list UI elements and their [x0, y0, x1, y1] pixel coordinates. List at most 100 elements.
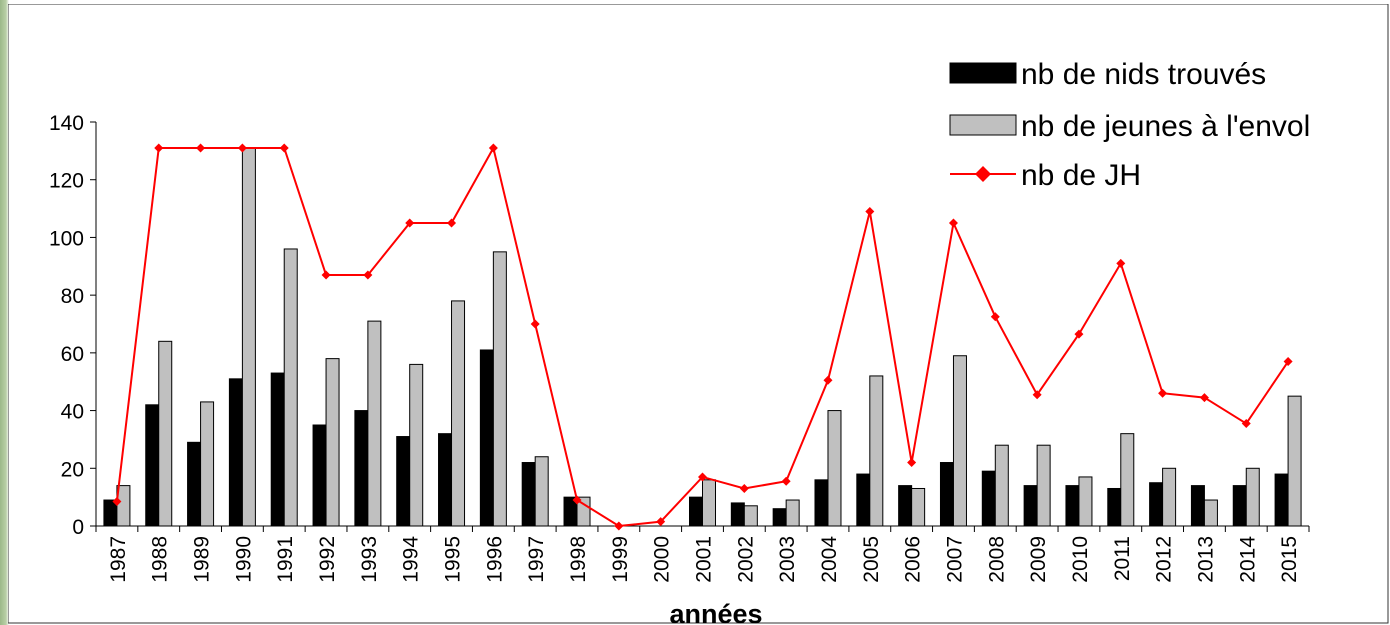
bar-nids-1988 — [145, 404, 160, 527]
bar-jeunes-2013 — [1203, 499, 1218, 527]
legend-marker-jh — [975, 166, 991, 182]
y-tick-label-60: 60 — [61, 343, 84, 366]
point-jh-2007 — [948, 218, 958, 228]
bar-jeunes-1993 — [367, 320, 382, 527]
point-jh-2005 — [865, 206, 875, 216]
bar-nids-1990 — [228, 378, 243, 527]
bar-nids-2015 — [1274, 473, 1289, 527]
x-tick-label-2004: 2004 — [818, 536, 841, 583]
x-tick-label-1988: 1988 — [149, 536, 172, 583]
bar-jeunes-1988 — [158, 340, 173, 527]
x-tick-label-1987: 1987 — [107, 536, 130, 583]
y-tick-label-80: 80 — [61, 285, 84, 308]
point-jh-2004 — [823, 375, 833, 385]
bar-jeunes-2001 — [702, 479, 716, 527]
point-jh-2009 — [1032, 390, 1042, 400]
x-tick-label-2000: 2000 — [651, 536, 674, 583]
bar-jeunes-2012 — [1162, 467, 1177, 527]
bar-nids-2013 — [1190, 485, 1205, 527]
bar-jeunes-1994 — [409, 363, 424, 527]
point-jh-1990 — [237, 143, 247, 153]
x-tick-label-1991: 1991 — [274, 536, 297, 583]
point-jh-1994 — [405, 218, 415, 228]
bar-jeunes-2004 — [827, 410, 842, 527]
point-jh-1987 — [112, 496, 122, 506]
legend: nb de nids trouvés nb de jeunes à l'envo… — [949, 58, 1310, 192]
bar-nids-2014 — [1232, 485, 1247, 527]
bar-nids-2005 — [856, 473, 871, 527]
bar-nids-1991 — [270, 372, 285, 527]
bar-nids-2010 — [1065, 485, 1080, 527]
bar-nids-2007 — [939, 462, 954, 527]
point-jh-2001 — [698, 472, 707, 482]
labels-layer: 0 20 40 60 80 100 120 140 1987 1988 1989 1990 1991 19… — [49, 112, 1301, 583]
bar-jeunes-2008 — [994, 444, 1009, 527]
bar-jeunes-1997 — [534, 456, 549, 527]
legend-label-jeunes: nb de jeunes à l'envol — [1021, 110, 1310, 143]
point-jh-1992 — [321, 270, 331, 280]
legend-swatch-jeunes — [949, 114, 1017, 136]
y-tick-label-0: 0 — [72, 516, 84, 539]
bar-nids-1995 — [438, 433, 453, 527]
bar-jeunes-1992 — [325, 358, 340, 527]
bar-jeunes-2014 — [1245, 467, 1260, 527]
point-jh-1997 — [530, 319, 540, 329]
x-tick-label-2008: 2008 — [985, 536, 1008, 583]
x-tick-label-2007: 2007 — [943, 536, 966, 583]
x-tick-label-1996: 1996 — [483, 536, 506, 583]
x-tick-label-2010: 2010 — [1069, 536, 1092, 583]
point-jh-2015 — [1283, 357, 1293, 367]
point-jh-1999 — [614, 521, 624, 531]
point-jh-2013 — [1199, 393, 1209, 403]
point-jh-1996 — [488, 143, 498, 153]
x-tick-label-2015: 2015 — [1278, 536, 1301, 583]
x-tick-label-2001: 2001 — [693, 536, 716, 583]
x-tick-label-1993: 1993 — [358, 536, 381, 583]
bar-nids-2003 — [772, 508, 787, 527]
x-tick-label-2003: 2003 — [776, 536, 799, 583]
bar-jeunes-2009 — [1036, 444, 1051, 527]
point-jh-2010 — [1074, 329, 1084, 339]
bar-jeunes-2002 — [743, 505, 758, 527]
legend-label-nids: nb de nids trouvés — [1021, 58, 1266, 91]
bar-jeunes-1996 — [492, 251, 507, 527]
y-tick-label-20: 20 — [61, 458, 84, 481]
point-jh-1991 — [279, 143, 289, 153]
point-jh-2003 — [781, 476, 791, 486]
bar-jeunes-2010 — [1078, 476, 1093, 527]
point-jh-1993 — [363, 270, 373, 280]
bar-jeunes-2007 — [952, 355, 967, 527]
bar-nids-2009 — [1023, 485, 1038, 527]
x-tick-label-1995: 1995 — [442, 536, 465, 583]
chart-svg: 0 20 40 60 80 100 120 140 1987 1988 1989 1990 1991 19… — [8, 4, 1389, 625]
y-tick-label-120: 120 — [49, 170, 84, 193]
bar-nids-2012 — [1149, 482, 1164, 527]
y-tick-label-140: 140 — [49, 112, 84, 135]
bar-nids-1993 — [354, 410, 369, 527]
bar-nids-2008 — [981, 470, 996, 527]
bar-jeunes-1991 — [283, 248, 298, 527]
y-tick-label-40: 40 — [61, 401, 84, 424]
x-tick-label-1998: 1998 — [567, 536, 590, 583]
bar-jeunes-1990 — [241, 147, 256, 527]
point-jh-2014 — [1241, 419, 1251, 429]
point-jh-1998 — [572, 495, 582, 505]
x-tick-label-2005: 2005 — [860, 536, 883, 583]
x-tick-label-1997: 1997 — [525, 536, 548, 583]
bar-jeunes-2005 — [869, 375, 884, 527]
bar-nids-1992 — [312, 424, 327, 527]
x-tick-label-1992: 1992 — [316, 536, 339, 583]
point-jh-2000 — [656, 517, 666, 527]
x-tick-label-1990: 1990 — [232, 536, 255, 583]
legend-label-jh: nb de JH — [1021, 159, 1141, 192]
point-jh-1989 — [196, 143, 206, 153]
plot-border — [8, 4, 1389, 624]
point-jh-1995 — [447, 218, 457, 228]
x-tick-label-2002: 2002 — [734, 536, 757, 583]
bar-jeunes-2015 — [1287, 395, 1302, 527]
bar-jeunes-1995 — [451, 300, 466, 527]
legend-swatch-nids — [949, 62, 1017, 84]
point-jh-2012 — [1158, 388, 1168, 398]
point-jh-2011 — [1116, 258, 1126, 268]
